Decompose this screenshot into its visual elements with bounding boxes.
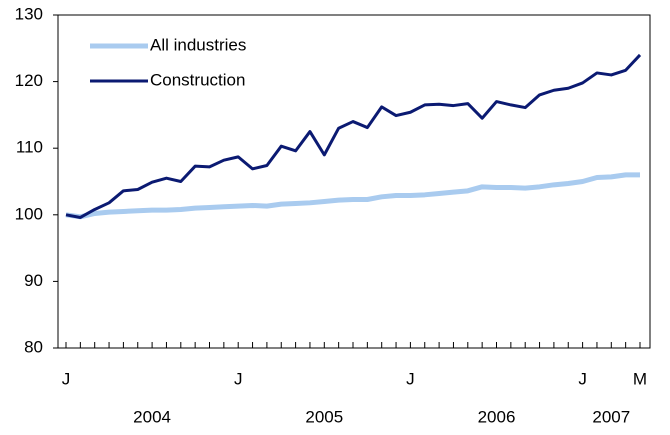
- y-tick-label: 100: [15, 204, 43, 223]
- y-tick-label: 110: [16, 138, 43, 157]
- year-label: 2006: [478, 407, 516, 426]
- y-tick-label: 130: [15, 4, 43, 23]
- year-label: 2007: [592, 407, 630, 426]
- legend-label: All industries: [150, 35, 246, 54]
- x-tick-label: J: [578, 369, 587, 388]
- plot-frame: [57, 14, 651, 349]
- x-tick-label: J: [234, 369, 243, 388]
- y-tick-label: 80: [24, 337, 43, 356]
- x-tick-label: J: [62, 369, 71, 388]
- legend-label: Construction: [150, 70, 245, 89]
- year-label: 2004: [133, 407, 171, 426]
- series-line: [65, 53, 642, 219]
- y-tick-label: 90: [24, 271, 43, 290]
- y-tick-label: 120: [15, 71, 43, 90]
- x-tick-label: M: [633, 369, 647, 388]
- year-label: 2005: [305, 407, 343, 426]
- x-tick-label: J: [406, 369, 415, 388]
- series-line: [65, 172, 640, 220]
